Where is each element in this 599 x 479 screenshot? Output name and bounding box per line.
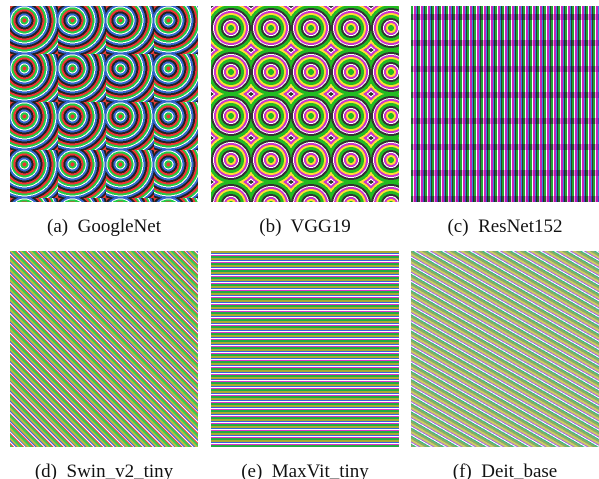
figure-grid: (a) GoogleNet (b) VGG19 (c) ResNet152 (d… [0, 0, 599, 479]
visualization-image [211, 251, 399, 447]
caption: (d) Swin_v2_tiny [10, 461, 198, 479]
panel: (e) MaxVit_tiny [211, 251, 399, 479]
panel: (f) Deit_base [411, 251, 599, 479]
caption: (b) VGG19 [211, 216, 399, 238]
visualization-image [411, 6, 599, 202]
panel: (a) GoogleNet [10, 6, 198, 238]
caption: (c) ResNet152 [411, 216, 599, 238]
visualization-image [10, 6, 198, 202]
panel: (c) ResNet152 [411, 6, 599, 238]
visualization-image [10, 251, 198, 447]
caption: (f) Deit_base [411, 461, 599, 479]
caption: (a) GoogleNet [10, 216, 198, 238]
visualization-image [211, 6, 399, 202]
panel: (b) VGG19 [211, 6, 399, 238]
visualization-image [411, 251, 599, 447]
panel: (d) Swin_v2_tiny [10, 251, 198, 479]
caption: (e) MaxVit_tiny [211, 461, 399, 479]
